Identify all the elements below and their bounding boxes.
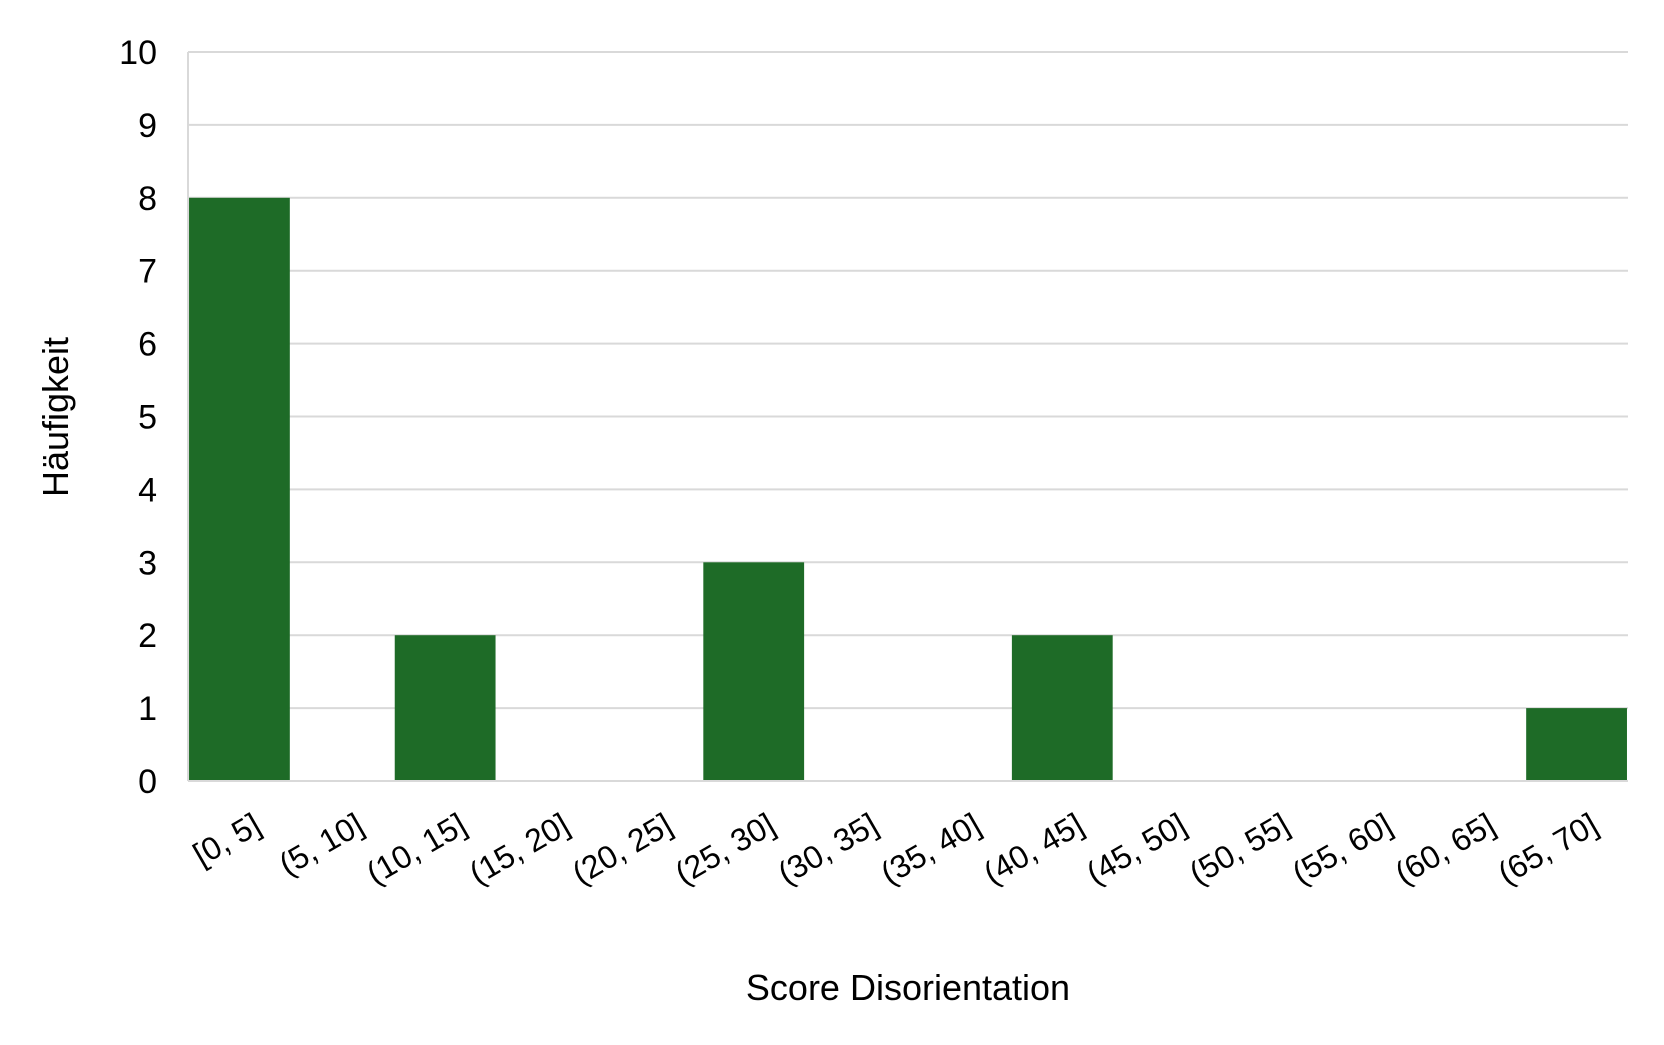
y-tick-label: 10 — [119, 34, 157, 72]
y-tick-label: 8 — [138, 180, 157, 218]
x-tick-label: (5, 10] — [273, 806, 370, 883]
x-tick-label: (25, 30] — [669, 806, 781, 891]
x-tick-label: (65, 70] — [1492, 806, 1604, 891]
y-tick-label: 4 — [138, 471, 157, 509]
x-tick-label: (50, 55] — [1183, 806, 1295, 891]
x-tick-label: (60, 65] — [1389, 806, 1501, 891]
y-tick-label: 6 — [138, 326, 157, 364]
x-tick-label: (35, 40] — [875, 806, 987, 891]
bar-13 — [1526, 708, 1627, 781]
y-tick-label: 3 — [138, 544, 157, 582]
y-axis-title: Häufigkeit — [35, 337, 76, 497]
x-tick-label: (20, 25] — [566, 806, 678, 891]
x-tick-labels: [0, 5] (5, 10](10, 15](15, 20](20, 25](25… — [187, 806, 1604, 891]
y-tick-label: 9 — [138, 107, 157, 145]
bar-2 — [394, 635, 496, 781]
x-axis-title: Score Disorientation — [746, 967, 1070, 1008]
y-tick-label: 7 — [138, 253, 157, 291]
bar-0 — [189, 197, 290, 782]
bar-8 — [1011, 635, 1113, 781]
x-tick-label: (45, 50] — [1080, 806, 1192, 891]
x-tick-label: (55, 60] — [1286, 806, 1398, 891]
y-tick-label: 0 — [138, 763, 157, 801]
x-tick-label: (40, 45] — [977, 806, 1089, 891]
x-tick-label: (10, 15] — [360, 806, 472, 891]
x-tick-label: (30, 35] — [772, 806, 884, 891]
y-tick-label: 2 — [138, 617, 157, 655]
y-tick-label: 5 — [138, 399, 157, 437]
x-tick-label: [0, 5] — [187, 806, 267, 873]
y-tick-labels: 0 1 2 3 4 5 6 7 8 9 10 — [119, 34, 157, 801]
x-tick-label: (15, 20] — [463, 806, 575, 891]
bar-5 — [703, 562, 805, 781]
y-tick-label: 1 — [138, 690, 157, 728]
bars — [188, 197, 1628, 782]
